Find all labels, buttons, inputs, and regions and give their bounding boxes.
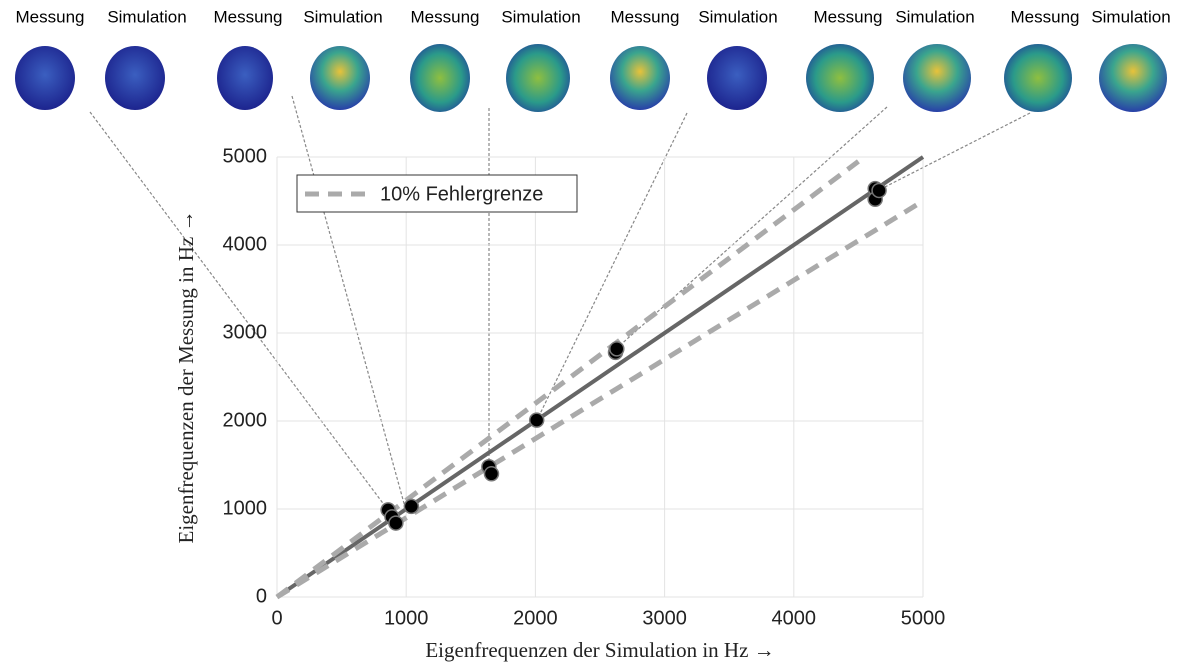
y-tick-label: 5000 (223, 145, 268, 167)
y-tick-label: 3000 (223, 321, 268, 343)
thumbnail (217, 46, 273, 110)
leader-line (90, 112, 388, 510)
panel-label: Messung (214, 7, 283, 26)
panel-label: Simulation (303, 7, 382, 26)
data-point (484, 467, 498, 481)
panel-label: Messung (411, 7, 480, 26)
reference-line (277, 161, 858, 597)
panel-label: Messung (814, 7, 883, 26)
y-tick-label: 2000 (223, 409, 268, 431)
thumbnail (1004, 44, 1072, 112)
thumbnail (310, 46, 370, 110)
x-tick-label: 4000 (772, 607, 817, 629)
leader-line (617, 107, 887, 348)
y-axis-label: Eigenfrequenzen der Messung in Hz → (174, 211, 198, 544)
x-tick-label: 1000 (384, 607, 429, 629)
x-tick-label: 0 (271, 607, 282, 629)
thumbnail (707, 46, 767, 110)
panel-label: Messung (1011, 7, 1080, 26)
y-tick-label: 1000 (223, 497, 268, 519)
data-point (389, 516, 403, 530)
thumbnail (903, 44, 971, 112)
panel-label: Messung (16, 7, 85, 26)
thumbnail (610, 46, 670, 110)
thumbnail (105, 46, 165, 110)
thumbnail (806, 44, 874, 112)
panel-label: Simulation (895, 7, 974, 26)
thumbnails (15, 44, 1167, 112)
data-point (610, 342, 624, 356)
panel-label: Simulation (107, 7, 186, 26)
y-tick-label: 4000 (223, 233, 268, 255)
thumbnail (506, 44, 570, 112)
data-point (404, 499, 418, 513)
x-tick-label: 5000 (901, 607, 946, 629)
panel-label: Simulation (501, 7, 580, 26)
x-tick-label: 2000 (513, 607, 558, 629)
reference-line (277, 201, 923, 597)
x-tick-label: 3000 (642, 607, 687, 629)
panel-label: Simulation (1091, 7, 1170, 26)
legend-label: 10% Fehlergrenze (380, 183, 543, 205)
leader-line (879, 113, 1030, 190)
data-point (872, 183, 886, 197)
y-tick-label: 0 (256, 585, 267, 607)
thumbnail (410, 44, 470, 112)
reference-line (277, 157, 923, 597)
x-axis-label: Eigenfrequenzen der Simulation in Hz → (425, 638, 774, 662)
leader-line (292, 96, 405, 507)
data-point (530, 413, 544, 427)
panel-label: Messung (611, 7, 680, 26)
thumbnail (1099, 44, 1167, 112)
thumbnail (15, 46, 75, 110)
chart: Eigenfrequenzen der Simulation in Hz → E… (0, 0, 1186, 668)
panel-label: Simulation (698, 7, 777, 26)
